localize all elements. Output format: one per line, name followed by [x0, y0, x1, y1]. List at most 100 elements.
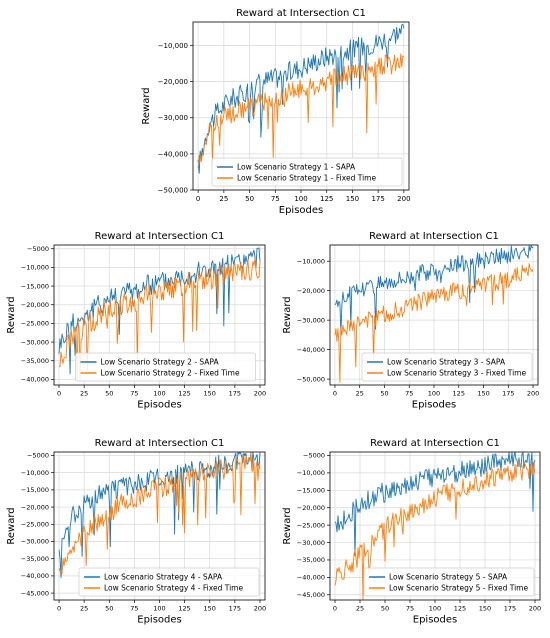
x-tick-label: 100 [428, 390, 440, 398]
y-tick-label: −20,000 [21, 301, 49, 309]
y-axis-label: Reward [6, 296, 17, 333]
y-tick-label: −15,000 [297, 487, 325, 495]
x-tick-label: 150 [204, 390, 216, 398]
x-tick-label: 50 [105, 605, 113, 613]
y-tick-label: −40,000 [297, 346, 325, 354]
x-tick-label: 75 [130, 605, 138, 613]
series-line [58, 247, 261, 375]
y-tick-label: −25,000 [297, 521, 325, 529]
legend-label: Low Scenario Strategy 5 - Fixed Time [389, 584, 528, 593]
legend-label: Low Scenario Strategy 1 - Fixed Time [237, 174, 376, 183]
x-tick-label: 200 [397, 195, 410, 203]
y-tick-label: −20,000 [297, 287, 325, 295]
x-tick-label: 0 [333, 605, 337, 613]
y-tick-label: −35,000 [21, 555, 49, 563]
series-line [58, 452, 261, 575]
x-tick-label: 175 [371, 195, 384, 203]
legend-label: Low Scenario Strategy 3 - SAPA [387, 358, 506, 367]
y-tick-label: −40,000 [21, 376, 49, 384]
x-axis-label: Episodes [279, 205, 323, 216]
y-axis-label: Reward [282, 296, 293, 333]
y-tick-label: −20,000 [21, 503, 49, 511]
y-tick-label: −25,000 [21, 320, 49, 328]
y-tick-label: −10,000 [21, 469, 49, 477]
legend-box [211, 157, 403, 187]
x-tick-label: 175 [229, 390, 241, 398]
x-tick-label: 200 [254, 605, 266, 613]
series-line [334, 263, 534, 383]
y-tick-label: −30,000 [21, 538, 49, 546]
legend-label: Low Scenario Strategy 2 - SAPA [101, 358, 220, 367]
y-tick-label: −40,000 [297, 574, 325, 582]
x-axis-label: Episodes [413, 615, 457, 626]
y-tick-label: −5000 [303, 452, 325, 460]
x-tick-label: 0 [333, 390, 337, 398]
x-tick-label: 50 [105, 390, 113, 398]
y-axis-label: Reward [141, 87, 152, 124]
x-tick-label: 150 [346, 195, 359, 203]
x-tick-label: 125 [453, 390, 465, 398]
x-tick-label: 50 [245, 195, 254, 203]
series-line [58, 258, 261, 381]
legend-label: Low Scenario Strategy 3 - Fixed Time [387, 369, 526, 378]
legend-label: Low Scenario Strategy 2 - Fixed Time [101, 369, 240, 378]
x-tick-label: 0 [57, 390, 61, 398]
legend-label: Low Scenario Strategy 1 - SAPA [237, 163, 356, 172]
y-tick-label: −30,000 [297, 316, 325, 324]
legend-box [361, 352, 533, 382]
chart-panel-1: Reward at Intersection C1 0 25 50 75 100 125 15… [141, 8, 411, 216]
y-tick-label: −45,000 [21, 589, 49, 597]
legend-label: Low Scenario Strategy 5 - SAPA [389, 573, 508, 582]
series-line [334, 451, 536, 557]
x-tick-label: 175 [229, 605, 241, 613]
y-tick-label: −20,000 [158, 78, 188, 86]
legend-box [363, 567, 535, 597]
x-tick-label: 75 [405, 390, 413, 398]
series-line [197, 53, 405, 169]
x-tick-label: 75 [271, 195, 280, 203]
y-tick-label: −5000 [27, 245, 49, 253]
x-tick-label: 25 [80, 605, 88, 613]
y-tick-label: −30,000 [158, 114, 188, 122]
plot-frame [53, 451, 266, 601]
chart-panel-4: Reward at Intersection C1 0 25 50 75 100 125 15… [6, 438, 266, 626]
x-tick-label: 25 [80, 390, 88, 398]
y-tick-label: −10,000 [158, 42, 188, 50]
y-tick-label: −40,000 [158, 150, 188, 158]
y-tick-label: −20,000 [297, 504, 325, 512]
x-axis-label: Episodes [137, 400, 181, 411]
x-tick-label: 75 [130, 390, 138, 398]
x-tick-label: 125 [454, 605, 466, 613]
x-axis-label: Episodes [137, 615, 181, 626]
legend-label: Low Scenario Strategy 4 - Fixed Time [104, 584, 243, 593]
series-line [334, 245, 534, 335]
x-tick-label: 50 [380, 390, 388, 398]
x-tick-label: 150 [479, 605, 491, 613]
y-tick-label: −10,000 [21, 264, 49, 272]
chart-panel-5: Reward at Intersection C1 0 25 50 75 100 125 15… [282, 438, 541, 626]
series-line [58, 451, 261, 579]
x-tick-label: 125 [178, 605, 190, 613]
legend-box [75, 352, 256, 382]
x-axis-label: Episodes [412, 400, 456, 411]
y-tick-label: −30,000 [297, 539, 325, 547]
y-tick-label: −10,000 [297, 469, 325, 477]
x-tick-label: 125 [178, 390, 190, 398]
y-tick-label: −50,000 [158, 187, 188, 195]
x-tick-label: 100 [153, 605, 165, 613]
y-tick-label: −35,000 [297, 556, 325, 564]
x-tick-label: 25 [219, 195, 228, 203]
plot-frame [53, 244, 266, 386]
x-tick-label: 50 [381, 605, 389, 613]
x-tick-label: 100 [429, 605, 441, 613]
y-tick-label: −45,000 [297, 591, 325, 599]
x-tick-label: 150 [204, 605, 216, 613]
series-line [197, 23, 405, 174]
plot-frame [329, 451, 541, 601]
x-tick-label: 200 [529, 605, 541, 613]
x-tick-label: 125 [320, 195, 333, 203]
x-tick-label: 0 [57, 605, 61, 613]
y-tick-label: −25,000 [21, 521, 49, 529]
y-tick-label: −40,000 [21, 572, 49, 580]
